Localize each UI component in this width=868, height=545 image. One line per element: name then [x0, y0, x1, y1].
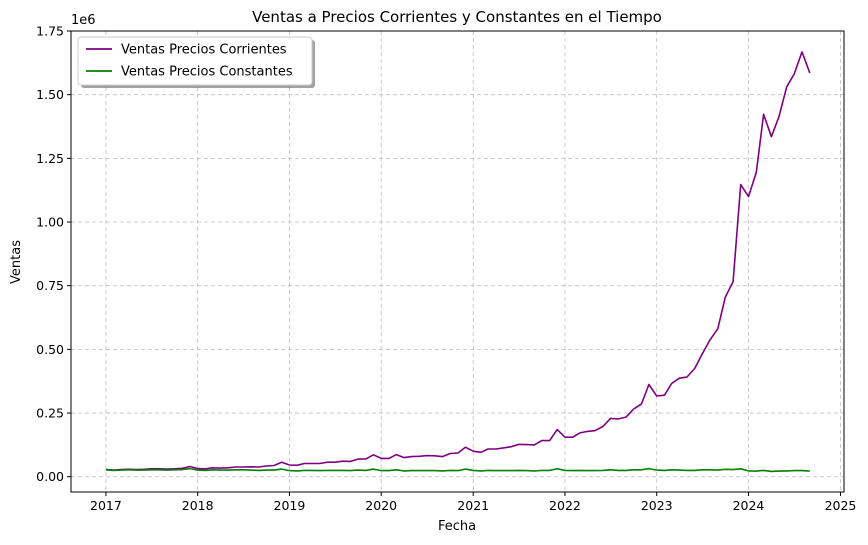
x-tick-label: 2017	[90, 498, 122, 513]
y-tick-label: 0.75	[36, 278, 64, 293]
x-tick-label: 2023	[641, 498, 673, 513]
y-axis: 0.00 0.25 0.50 0.75 1.00 1.25 1.50 1.75	[36, 24, 71, 484]
y-tick-label: 1.00	[36, 215, 64, 230]
x-axis-title: Fecha	[438, 519, 476, 534]
legend: Ventas Precios Corrientes Ventas Precios …	[77, 36, 315, 88]
x-tick-label: 2022	[549, 498, 581, 513]
legend-label-2: Ventas Precios Constantes	[121, 65, 293, 80]
x-tick-label: 2024	[733, 498, 765, 513]
grid	[71, 30, 844, 492]
y-tick-label: 0.50	[36, 342, 64, 357]
series-layer	[105, 51, 811, 473]
series-line-2	[105, 467, 810, 473]
x-tick-label: 2019	[274, 498, 306, 513]
legend-box	[77, 36, 313, 86]
plot-frame	[70, 30, 845, 493]
x-tick-label: 2020	[365, 498, 397, 513]
y-tick-label: 1.25	[36, 151, 64, 166]
y-axis-title: Ventas	[9, 240, 24, 284]
legend-label-1: Ventas Precios Corrientes	[121, 43, 287, 58]
y-tick-label: 1.75	[36, 24, 64, 39]
y-offset-label: 1e6	[71, 13, 96, 28]
y-tick-label: 1.50	[36, 87, 64, 102]
series-line-1	[105, 51, 811, 471]
x-tick-label: 2025	[825, 498, 857, 513]
y-tick-label: 0.00	[36, 469, 64, 484]
x-axis: 2017 2018 2019 2020 2021 2022 2023 2024 2025	[90, 492, 856, 513]
x-tick-label: 2018	[182, 498, 214, 513]
x-tick-label: 2021	[457, 498, 489, 513]
y-tick-label: 0.25	[36, 406, 64, 421]
chart-title: Ventas a Precios Corrientes y Constantes…	[252, 8, 662, 26]
